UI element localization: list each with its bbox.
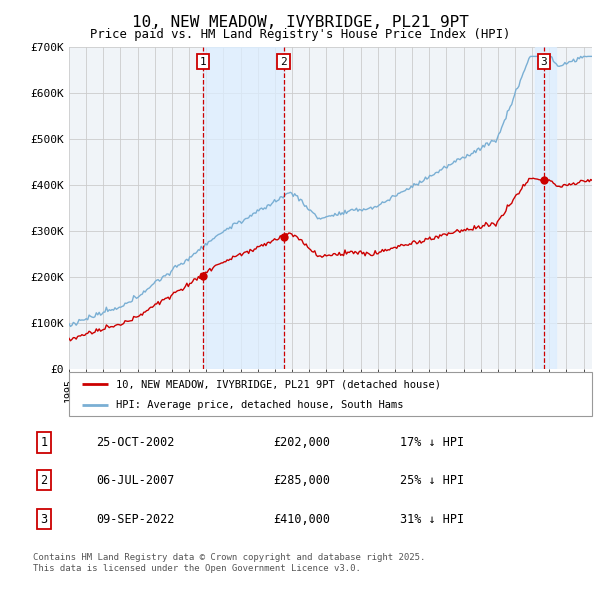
Text: 31% ↓ HPI: 31% ↓ HPI xyxy=(400,513,464,526)
Text: £410,000: £410,000 xyxy=(273,513,330,526)
Text: 2: 2 xyxy=(280,57,287,67)
Text: £202,000: £202,000 xyxy=(273,436,330,449)
Text: 09-SEP-2022: 09-SEP-2022 xyxy=(96,513,175,526)
Text: £285,000: £285,000 xyxy=(273,474,330,487)
Text: 1: 1 xyxy=(200,57,206,67)
Text: Price paid vs. HM Land Registry's House Price Index (HPI): Price paid vs. HM Land Registry's House … xyxy=(90,28,510,41)
Text: 17% ↓ HPI: 17% ↓ HPI xyxy=(400,436,464,449)
Text: 25-OCT-2002: 25-OCT-2002 xyxy=(96,436,175,449)
Text: 3: 3 xyxy=(40,513,47,526)
Text: 25% ↓ HPI: 25% ↓ HPI xyxy=(400,474,464,487)
Text: HPI: Average price, detached house, South Hams: HPI: Average price, detached house, Sout… xyxy=(116,400,404,410)
FancyBboxPatch shape xyxy=(69,372,592,416)
Text: 10, NEW MEADOW, IVYBRIDGE, PL21 9PT (detached house): 10, NEW MEADOW, IVYBRIDGE, PL21 9PT (det… xyxy=(116,379,441,389)
Text: Contains HM Land Registry data © Crown copyright and database right 2025.
This d: Contains HM Land Registry data © Crown c… xyxy=(33,553,425,573)
Bar xyxy=(535,47,556,369)
Bar xyxy=(203,47,284,369)
Text: 10, NEW MEADOW, IVYBRIDGE, PL21 9PT: 10, NEW MEADOW, IVYBRIDGE, PL21 9PT xyxy=(131,15,469,30)
Text: 2: 2 xyxy=(40,474,47,487)
Text: 06-JUL-2007: 06-JUL-2007 xyxy=(96,474,175,487)
Text: 3: 3 xyxy=(541,57,547,67)
Text: 1: 1 xyxy=(40,436,47,449)
